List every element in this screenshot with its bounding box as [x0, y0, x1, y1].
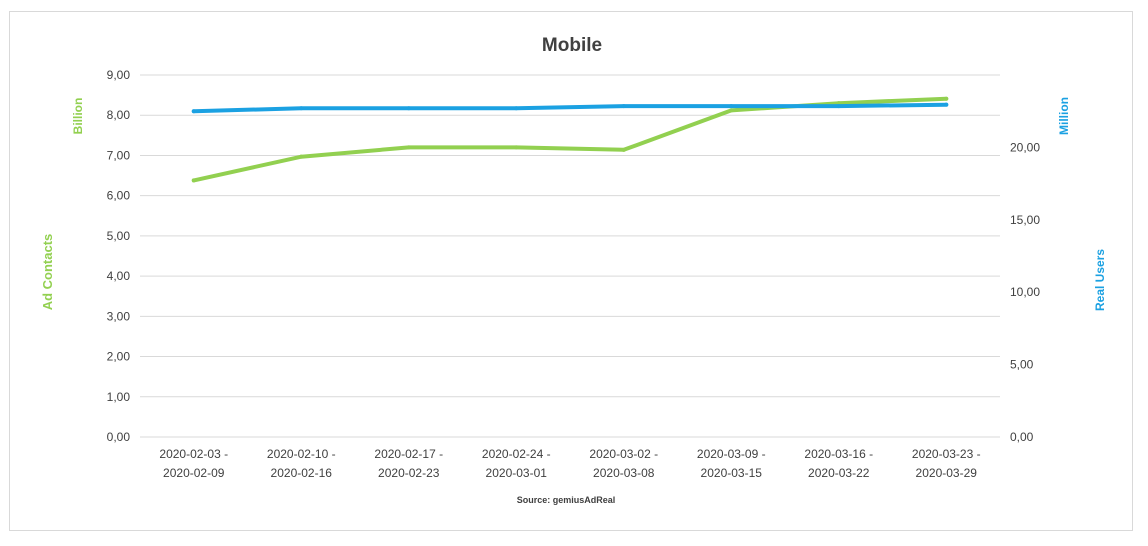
left-tick-label: 9,00	[107, 68, 131, 82]
series-layer	[191, 96, 949, 183]
left-tick-label: 5,00	[107, 229, 131, 243]
left-tick-label: 1,00	[107, 390, 131, 404]
left-axis-ticks: 0,00 1,00 2,00 3,00 4,00 5,00 6,00 7,00 8,00 9,00	[107, 68, 131, 444]
x-tick-label: 2020-02-10 -	[267, 447, 336, 461]
data-point	[836, 104, 841, 109]
right-axis-label: Real Users	[1093, 249, 1107, 311]
x-tick-label: 2020-03-22	[808, 466, 870, 480]
x-tick-label: 2020-02-23	[378, 466, 440, 480]
x-tick-label: 2020-02-09	[163, 466, 225, 480]
data-point	[406, 106, 411, 111]
data-point	[729, 108, 734, 113]
gridlines	[140, 74, 1000, 438]
data-point	[621, 104, 626, 109]
data-point	[299, 106, 304, 111]
series-line-ad-contacts	[191, 96, 949, 183]
left-tick-label: 0,00	[107, 430, 131, 444]
data-point	[191, 178, 196, 183]
left-tick-label: 4,00	[107, 269, 131, 283]
x-tick-label: 2020-03-09 -	[697, 447, 766, 461]
x-tick-label: 2020-03-29	[916, 466, 978, 480]
series-line-real-users	[191, 102, 949, 114]
x-tick-label: 2020-03-23 -	[912, 447, 981, 461]
right-tick-label: 5,00	[1010, 358, 1034, 372]
x-tick-label: 2020-03-02 -	[589, 447, 658, 461]
chart-title: Mobile	[542, 35, 602, 56]
left-axis-label: Ad Contacts	[40, 234, 55, 311]
left-axis-unit: Billion	[71, 98, 85, 135]
chart-frame: Mobile 0,00 1,00 2,00 3,00 4,00 5,00 6,00 7,00 8…	[9, 11, 1133, 531]
data-point	[191, 109, 196, 114]
x-tick-label: 2020-03-08	[593, 466, 655, 480]
x-tick-label: 2020-03-16 -	[804, 447, 873, 461]
data-point	[299, 154, 304, 159]
left-tick-label: 7,00	[107, 148, 131, 162]
left-tick-label: 2,00	[107, 350, 131, 364]
data-point	[514, 145, 519, 150]
data-point	[406, 145, 411, 150]
x-tick-label: 2020-02-16	[271, 466, 333, 480]
x-tick-label: 2020-02-24 -	[482, 447, 551, 461]
x-tick-label: 2020-03-01	[486, 466, 548, 480]
x-tick-label: 2020-02-17 -	[374, 447, 443, 461]
left-tick-label: 6,00	[107, 189, 131, 203]
left-tick-label: 3,00	[107, 309, 131, 323]
data-point	[514, 106, 519, 111]
source-note: Source: gemiusAdReal	[517, 495, 616, 505]
data-point	[944, 102, 949, 107]
data-point	[944, 96, 949, 101]
right-tick-label: 20,00	[1010, 140, 1040, 154]
right-tick-label: 15,00	[1010, 213, 1040, 227]
data-point	[729, 104, 734, 109]
chart-svg: Mobile 0,00 1,00 2,00 3,00 4,00 5,00 6,00 7,00 8…	[40, 35, 1107, 505]
x-axis-ticks: 2020-02-03 - 2020-02-09 2020-02-10 - 2020-0…	[159, 447, 980, 480]
data-point	[621, 147, 626, 152]
left-tick-label: 8,00	[107, 108, 131, 122]
x-tick-label: 2020-02-03 -	[159, 447, 228, 461]
right-tick-label: 0,00	[1010, 430, 1034, 444]
right-axis-ticks: 0,00 5,00 10,00 15,00 20,00	[1010, 140, 1040, 444]
right-axis-unit: Million	[1057, 97, 1071, 135]
right-tick-label: 10,00	[1010, 285, 1040, 299]
x-tick-label: 2020-03-15	[701, 466, 763, 480]
